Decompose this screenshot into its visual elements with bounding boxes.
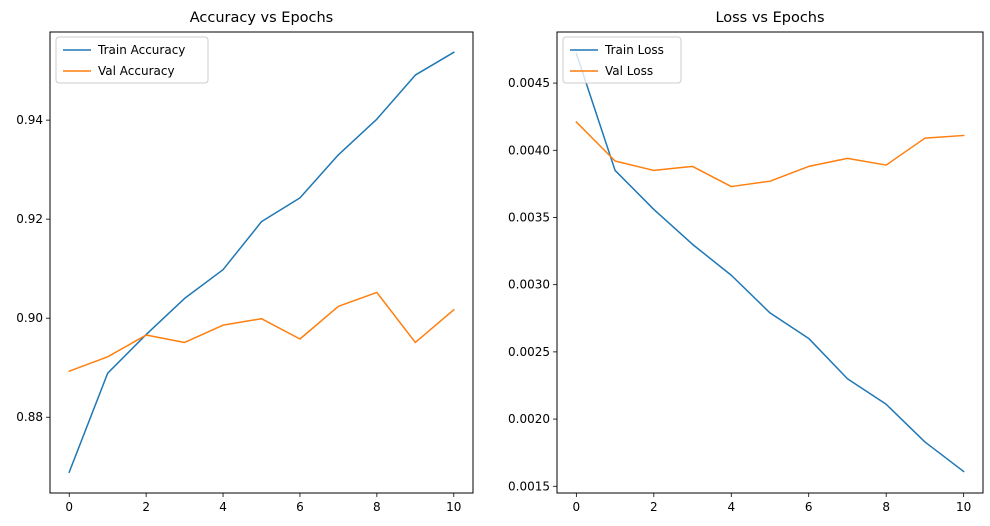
accuracy-chart: Accuracy vs Epochs 0 2 4 6 8 10 0.88 0.90 0.92 0.9… xyxy=(16,10,474,514)
x-tick-label: 0 xyxy=(65,500,73,514)
legend-label: Val Loss xyxy=(605,64,653,78)
x-tick-label: 0 xyxy=(573,500,581,514)
x-tick-label: 2 xyxy=(650,500,658,514)
x-tick-label: 2 xyxy=(142,500,150,514)
y-tick-label: 0.0025 xyxy=(508,345,550,359)
series-line-train-accuracy xyxy=(68,51,455,474)
axes-frame xyxy=(556,31,984,494)
legend-label: Train Loss xyxy=(604,43,664,57)
axes-frame xyxy=(49,31,474,494)
legend-box xyxy=(55,36,209,84)
y-tick-label: 0.0045 xyxy=(508,76,550,90)
legend-label: Val Accuracy xyxy=(98,64,175,78)
x-tick-label: 4 xyxy=(219,500,227,514)
loss-chart: Loss vs Epochs 0 2 4 6 8 10 0.0015 0.0020 0.0025 0… xyxy=(508,10,984,514)
legend-label: Train Accuracy xyxy=(97,43,185,57)
y-tick-label: 0.0030 xyxy=(508,278,550,292)
legend: Train Loss Val Loss xyxy=(562,36,682,84)
y-tick-label: 0.0015 xyxy=(508,479,550,493)
series-line-val-loss xyxy=(575,120,965,188)
x-tick-label: 10 xyxy=(446,500,461,514)
x-tick-label: 6 xyxy=(296,500,304,514)
y-tick-label: 0.0035 xyxy=(508,210,550,224)
y-tick-label: 0.90 xyxy=(16,311,43,325)
y-tick-label: 0.0020 xyxy=(508,412,550,426)
x-tick-label: 4 xyxy=(727,500,735,514)
x-tick-label: 8 xyxy=(882,500,890,514)
y-tick-label: 0.0040 xyxy=(508,143,550,157)
chart-title: Accuracy vs Epochs xyxy=(190,10,334,26)
legend: Train Accuracy Val Accuracy xyxy=(55,36,209,84)
chart-title: Loss vs Epochs xyxy=(715,10,824,26)
x-tick-label: 6 xyxy=(805,500,813,514)
x-tick-label: 10 xyxy=(956,500,971,514)
y-tick-label: 0.94 xyxy=(16,113,43,127)
y-tick-label: 0.92 xyxy=(16,212,43,226)
x-tick-label: 8 xyxy=(373,500,381,514)
series-line-train-loss xyxy=(575,52,965,473)
series-line-val-accuracy xyxy=(68,291,455,373)
y-tick-label: 0.88 xyxy=(16,410,43,424)
